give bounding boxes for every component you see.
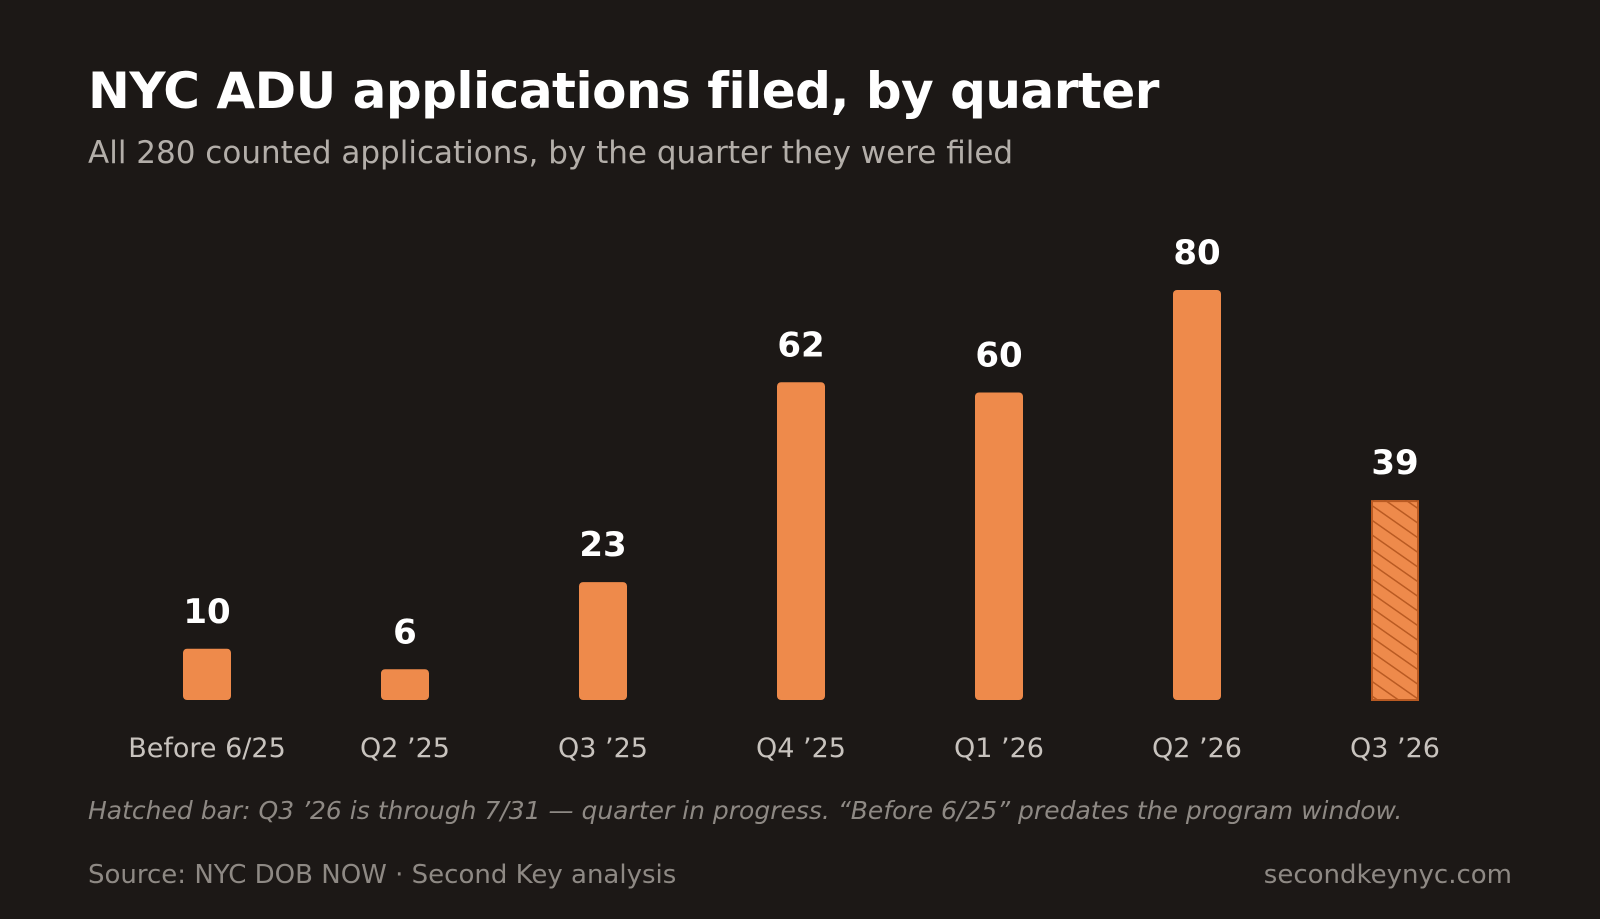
bar-1 [381,669,429,700]
category-label-5: Q2 ’26 [1152,733,1242,764]
bar-0 [183,648,231,700]
site-url: secondkeynyc.com [1263,860,1512,890]
bars-group: 10 Before 6/25 6 Q2 ’25 23 Q3 ’25 62 Q4 ’25 60 Q1… [128,233,1440,764]
category-label-2: Q3 ’25 [558,733,648,764]
bar-5 [1173,290,1221,700]
value-label-2: 23 [579,525,626,565]
value-label-5: 80 [1173,233,1220,273]
value-label-3: 62 [777,325,824,365]
category-label-0: Before 6/25 [128,733,286,764]
value-label-0: 10 [183,592,230,632]
value-label-4: 60 [975,336,1022,376]
value-label-6: 39 [1371,443,1418,483]
category-label-4: Q1 ’26 [954,733,1044,764]
bar-2 [579,582,627,700]
bar-3 [777,382,825,700]
source-credit: Source: NYC DOB NOW · Second Key analysi… [88,860,677,890]
category-label-6: Q3 ’26 [1350,733,1440,764]
bar-6 [1371,500,1419,700]
bar-4 [975,392,1023,700]
category-label-1: Q2 ’25 [360,733,450,764]
chart-title: NYC ADU applications filed, by quarter [88,62,1159,120]
chart-subtitle: All 280 counted applications, by the qua… [88,135,1014,171]
chart-footnote: Hatched bar: Q3 ’26 is through 7/31 — qu… [88,796,1403,825]
bar-outline-6 [1371,500,1419,701]
category-label-3: Q4 ’25 [756,733,846,764]
value-label-1: 6 [393,612,417,652]
